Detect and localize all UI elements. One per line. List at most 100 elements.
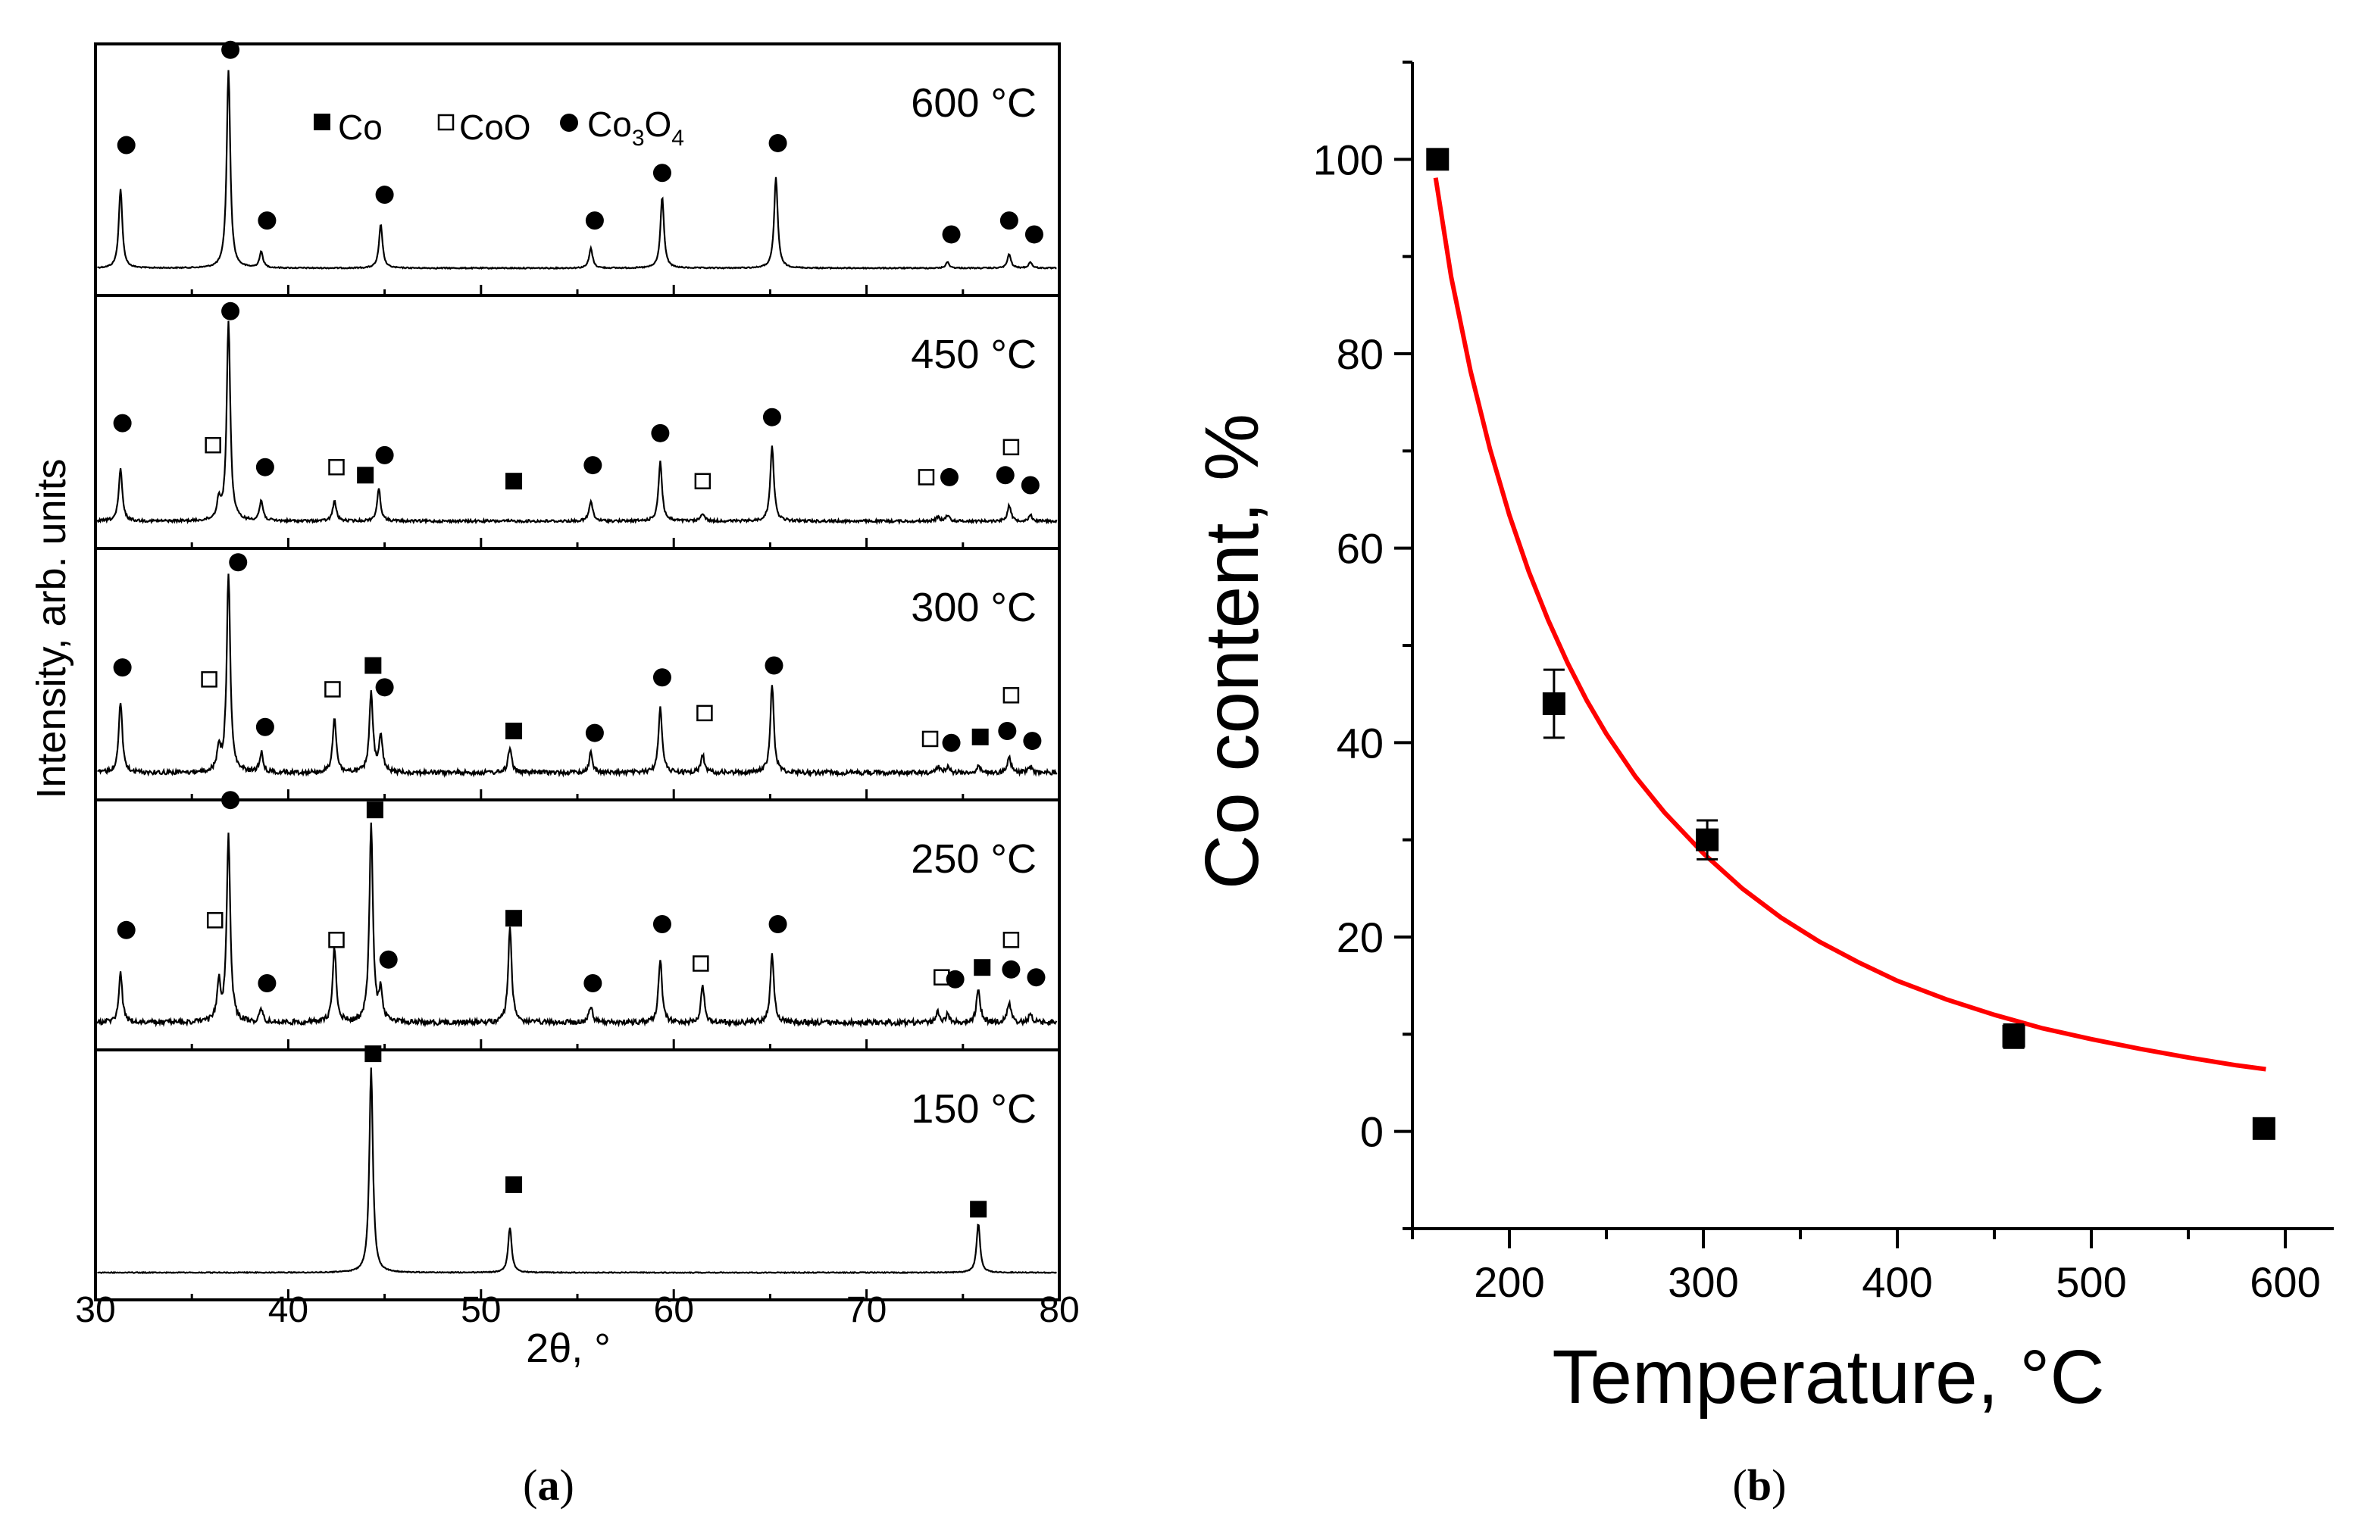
xrd-peak-marker-co3o4	[229, 553, 248, 572]
chart-a-xrd: 600 °C 450 °C 300 °C 250 °C 150 °C 30 40 50 60 7…	[29, 40, 1080, 1510]
xrd-peak-marker-coo	[201, 671, 217, 688]
xrd-peak-marker-co3o4	[1024, 225, 1043, 244]
chart-b-ytick-label: 80	[1337, 330, 1384, 378]
xrd-trace-0	[96, 70, 1057, 270]
chart-b-data-point	[1542, 692, 1565, 715]
xrd-trace-2	[97, 573, 1058, 778]
chart-b-ylabel: Co content, %	[1190, 414, 1274, 889]
xrd-temperature-label: 150 °C	[911, 1086, 1037, 1132]
chart-b-ytick-label: 60	[1337, 525, 1384, 573]
chart-a-xtick-label: 40	[268, 1290, 308, 1330]
chart-b-caption: (b)	[1733, 1460, 1787, 1510]
chart-b-ytick-label: 40	[1337, 719, 1384, 767]
xrd-peak-marker-co3o4	[1021, 476, 1040, 495]
xrd-peak-marker-coo	[205, 436, 221, 454]
xrd-peak-marker-coo	[694, 473, 711, 489]
xrd-peak-marker-coo	[918, 469, 935, 486]
chart-a-xtick-label: 50	[461, 1290, 501, 1330]
xrd-trace-4	[97, 1067, 1057, 1275]
xrd-peak-marker-co3o4	[113, 414, 132, 433]
xrd-trace-3	[96, 822, 1058, 1029]
xrd-temperature-label: 300 °C	[911, 585, 1037, 630]
xrd-peak-marker-co3o4	[221, 791, 240, 810]
xrd-peak-marker-co3o4	[379, 950, 398, 969]
xrd-peak-marker-co	[366, 801, 383, 819]
xrd-peak-marker-co3o4	[1023, 732, 1042, 751]
xrd-peak-marker-co	[364, 657, 382, 674]
xrd-peak-marker-co3o4	[375, 445, 394, 464]
xrd-peak-marker-co	[364, 1045, 382, 1063]
chart-b-xtick-label: 400	[1862, 1258, 1932, 1306]
legend-coo-marker	[437, 114, 455, 131]
xrd-peak-marker-co3o4	[768, 133, 787, 152]
xrd-peak-marker-co	[505, 722, 523, 739]
legend-co-marker	[314, 114, 330, 130]
chart-a-ylabel: Intensity, arb. units	[29, 458, 74, 798]
chart-b-ytick-label: 20	[1337, 914, 1384, 961]
xrd-peak-marker-co3o4	[113, 658, 132, 677]
xrd-peak-marker-co3o4	[221, 40, 240, 59]
xrd-temperature-label: 600 °C	[911, 80, 1037, 126]
xrd-peak-marker-co3o4	[258, 211, 277, 230]
xrd-peak-marker-co3o4	[940, 467, 959, 486]
xrd-peak-marker-co	[974, 959, 991, 976]
xrd-peak-marker-coo	[206, 912, 224, 929]
xrd-peak-marker-co3o4	[221, 301, 240, 320]
chart-b-data-point	[2002, 1024, 2025, 1048]
xrd-peak-marker-co3o4	[117, 920, 136, 939]
chart-b-xtick-label: 600	[2250, 1258, 2320, 1306]
chart-b-xtick-label: 500	[2056, 1258, 2126, 1306]
xrd-peak-marker-co	[505, 473, 523, 490]
legend-co3o4-marker	[560, 114, 578, 132]
chart-a-caption: (a)	[523, 1460, 574, 1510]
xrd-peak-marker-co3o4	[652, 668, 671, 687]
xrd-peak-marker-coo	[324, 681, 341, 698]
xrd-peak-marker-co3o4	[768, 915, 787, 933]
xrd-peak-marker-co	[357, 467, 374, 484]
xrd-peak-marker-coo	[921, 730, 939, 748]
chart-b-data-point	[1426, 148, 1450, 171]
chart-b-xlabel: Temperature, °C	[1552, 1335, 2104, 1420]
xrd-peak-marker-co3o4	[1027, 968, 1046, 987]
xrd-peak-marker-co3o4	[255, 717, 274, 736]
xrd-peak-marker-co3o4	[998, 721, 1017, 740]
chart-b-fit-curve	[1433, 177, 2266, 1072]
xrd-peak-marker-co3o4	[258, 974, 277, 992]
chart-b-co-content: 0 20 40 60 80 100 200 300 400 500 600 Co content, …	[1190, 61, 2334, 1510]
xrd-peak-marker-co3o4	[765, 656, 783, 675]
xrd-peak-marker-coo	[693, 955, 709, 972]
xrd-peak-marker-coo	[328, 932, 345, 948]
chart-b-ytick-label: 0	[1360, 1108, 1384, 1156]
xrd-peak-marker-co	[971, 728, 989, 745]
xrd-peak-marker-co	[505, 910, 523, 927]
xrd-peak-marker-co3o4	[942, 225, 961, 244]
xrd-peak-marker-coo	[328, 458, 345, 476]
xrd-peak-marker-co3o4	[1002, 960, 1021, 979]
xrd-peak-marker-coo	[1002, 439, 1020, 456]
xrd-peak-marker-co3o4	[255, 458, 274, 476]
xrd-peak-marker-co3o4	[946, 970, 965, 989]
xrd-peak-marker-co3o4	[375, 186, 394, 205]
xrd-peak-marker-co3o4	[652, 164, 671, 183]
xrd-peak-marker-coo	[696, 704, 713, 722]
xrd-peak-marker-co3o4	[996, 466, 1015, 485]
xrd-peak-marker-co3o4	[762, 408, 781, 426]
xrd-peak-marker-co3o4	[117, 136, 136, 155]
xrd-peak-marker-co3o4	[583, 456, 602, 475]
chart-a-legend: Co CoO Co3O4	[314, 105, 684, 151]
xrd-peak-marker-co	[505, 1176, 523, 1193]
chart-b-data-point	[2252, 1117, 2275, 1140]
xrd-peak-marker-coo	[1002, 687, 1020, 704]
chart-a-xtick-label: 30	[75, 1290, 115, 1330]
xrd-peak-marker-co3o4	[585, 211, 604, 230]
chart-b-xtick-label: 300	[1668, 1258, 1738, 1306]
xrd-temperature-label: 250 °C	[911, 836, 1037, 882]
chart-b-data-point	[1696, 828, 1719, 851]
xrd-temperature-label: 450 °C	[911, 332, 1037, 377]
xrd-peak-marker-co3o4	[999, 211, 1018, 230]
legend-co3o4-label: Co3O4	[587, 105, 684, 151]
chart-b-ytick-label: 100	[1313, 136, 1384, 183]
xrd-peak-marker-co3o4	[651, 423, 670, 442]
xrd-trace-1	[96, 320, 1058, 526]
xrd-peak-marker-co3o4	[652, 915, 671, 933]
